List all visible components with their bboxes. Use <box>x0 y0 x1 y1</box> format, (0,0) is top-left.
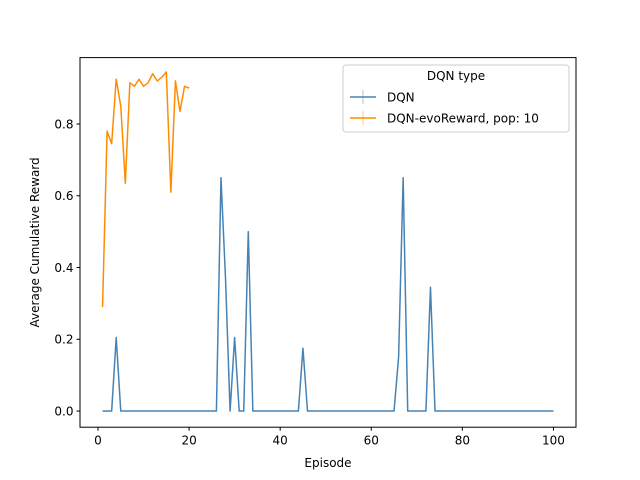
x-axis-label: Episode <box>304 456 351 470</box>
legend-label-dqn-evoreward: DQN-evoReward, pop: 10 <box>387 112 539 126</box>
x-tick-label: 20 <box>181 434 196 448</box>
y-tick-label: 0.0 <box>54 404 73 418</box>
x-axis: 0 20 40 60 80 100 <box>94 427 565 448</box>
series-line-dqn <box>102 177 554 412</box>
y-tick-label: 0.4 <box>54 261 73 275</box>
x-tick-label: 40 <box>273 434 288 448</box>
legend-label-dqn: DQN <box>387 91 415 105</box>
y-axis-label: Average Cumulative Reward <box>28 157 42 327</box>
y-axis: 0.0 0.2 0.4 0.6 0.8 <box>54 117 80 418</box>
legend-box <box>342 64 570 133</box>
x-tick-label: 0 <box>94 434 102 448</box>
plot-frame <box>79 57 577 428</box>
y-tick-label: 0.8 <box>54 117 73 131</box>
legend-title: DQN type <box>427 69 485 83</box>
x-tick-label: 60 <box>364 434 379 448</box>
y-tick-label: 0.2 <box>54 333 73 347</box>
series-layer <box>101 71 554 412</box>
y-tick-label: 0.6 <box>54 189 73 203</box>
x-tick-label: 100 <box>542 434 565 448</box>
x-tick-label: 80 <box>455 434 470 448</box>
legend: DQN type DQN DQN-evoReward, pop: 10 <box>342 64 570 133</box>
series-line-dqn-evoreward-pop-10 <box>101 71 190 308</box>
